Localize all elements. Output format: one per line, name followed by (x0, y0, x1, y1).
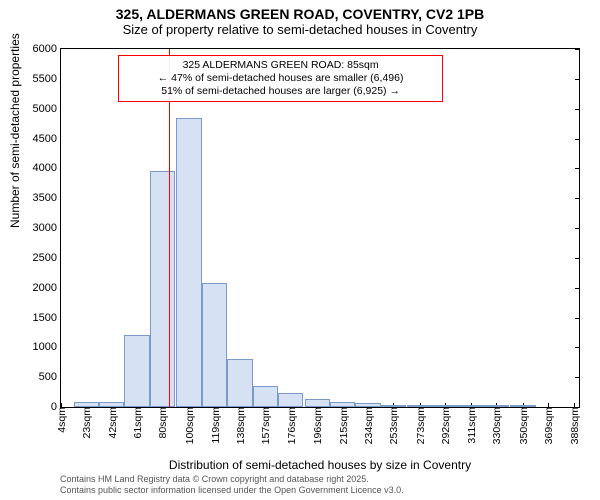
y-tick-label: 4500 (33, 133, 61, 145)
histogram-bar (433, 405, 458, 407)
x-tick-mark (548, 403, 549, 408)
y-tick-label: 4000 (33, 162, 61, 174)
footer-attribution: Contains HM Land Registry data © Crown c… (60, 474, 404, 496)
x-tick-label: 100sqm (182, 407, 196, 444)
x-tick-label: 215sqm (336, 407, 350, 444)
histogram-bar (74, 402, 99, 407)
x-tick-label: 253sqm (386, 407, 400, 444)
y-tick-mark (575, 139, 580, 140)
histogram-bar (176, 118, 201, 407)
y-tick-label: 2000 (33, 282, 61, 294)
histogram-bar (355, 403, 380, 407)
histogram-bar (484, 405, 509, 407)
y-tick-label: 5000 (33, 103, 61, 115)
x-tick-label: 157sqm (258, 407, 272, 444)
y-tick-label: 3500 (33, 192, 61, 204)
x-axis-label: Distribution of semi-detached houses by … (60, 458, 580, 472)
histogram-bar (124, 335, 149, 407)
x-tick-label: 273sqm (413, 407, 427, 444)
x-tick-label: 176sqm (284, 407, 298, 444)
x-tick-mark (61, 403, 62, 408)
y-tick-label: 6000 (33, 43, 61, 55)
y-tick-mark (575, 377, 580, 378)
x-tick-mark (574, 403, 575, 408)
y-tick-label: 3000 (33, 222, 61, 234)
chart-title: 325, ALDERMANS GREEN ROAD, COVENTRY, CV2… (0, 0, 600, 22)
y-tick-mark (575, 318, 580, 319)
x-tick-label: 119sqm (208, 407, 222, 444)
x-tick-label: 350sqm (516, 407, 530, 444)
footer-line: Contains HM Land Registry data © Crown c… (60, 474, 404, 485)
plot-area: 0500100015002000250030003500400045005000… (60, 48, 580, 408)
histogram-bar (330, 402, 355, 407)
x-tick-label: 196sqm (310, 407, 324, 444)
histogram-bar (150, 171, 175, 407)
x-tick-label: 4sqm (54, 407, 68, 433)
property-marker-line (169, 49, 170, 407)
y-tick-label: 5500 (33, 73, 61, 85)
histogram-bar (305, 399, 330, 407)
y-tick-mark (575, 288, 580, 289)
y-tick-label: 2500 (33, 252, 61, 264)
chart-subtitle: Size of property relative to semi-detach… (0, 22, 600, 41)
x-tick-label: 42sqm (105, 407, 119, 439)
histogram-bar (227, 359, 252, 407)
y-tick-mark (575, 49, 580, 50)
annotation-box: 325 ALDERMANS GREEN ROAD: 85sqm← 47% of … (118, 55, 442, 102)
chart-container: 325, ALDERMANS GREEN ROAD, COVENTRY, CV2… (0, 0, 600, 500)
histogram-bar (381, 405, 406, 407)
annotation-line: 325 ALDERMANS GREEN ROAD: 85sqm (125, 59, 435, 72)
histogram-bar (407, 405, 432, 407)
y-tick-mark (575, 79, 580, 80)
y-axis-label: Number of semi-detached properties (8, 33, 22, 228)
x-tick-label: 369sqm (541, 407, 555, 444)
histogram-bar (510, 405, 535, 407)
x-tick-label: 388sqm (567, 407, 581, 444)
annotation-line: 51% of semi-detached houses are larger (… (125, 85, 435, 98)
histogram-bar (99, 402, 124, 407)
histogram-bar (458, 405, 483, 407)
x-tick-label: 23sqm (79, 407, 93, 439)
y-tick-mark (575, 258, 580, 259)
x-tick-label: 330sqm (489, 407, 503, 444)
y-tick-mark (575, 109, 580, 110)
x-tick-label: 138sqm (233, 407, 247, 444)
footer-line: Contains public sector information licen… (60, 485, 404, 496)
y-tick-mark (575, 198, 580, 199)
histogram-bar (202, 283, 227, 407)
x-tick-label: 311sqm (464, 407, 478, 444)
x-tick-label: 80sqm (155, 407, 169, 439)
histogram-bar (278, 393, 303, 407)
x-tick-label: 234sqm (361, 407, 375, 444)
annotation-line: ← 47% of semi-detached houses are smalle… (125, 72, 435, 85)
x-tick-label: 61sqm (130, 407, 144, 439)
y-tick-label: 500 (39, 371, 61, 383)
x-tick-label: 292sqm (438, 407, 452, 444)
y-tick-mark (575, 228, 580, 229)
y-tick-label: 1500 (33, 312, 61, 324)
histogram-bar (253, 386, 278, 407)
y-tick-label: 1000 (33, 341, 61, 353)
y-tick-mark (575, 347, 580, 348)
y-tick-mark (575, 168, 580, 169)
